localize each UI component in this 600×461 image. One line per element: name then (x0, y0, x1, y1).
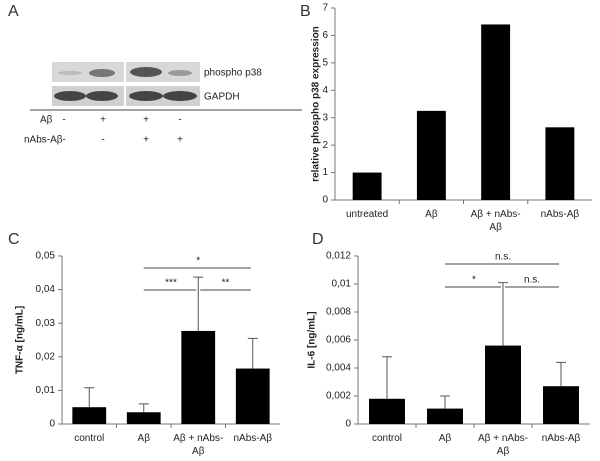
x-tick-label: untreated (345, 209, 389, 220)
y-tick-label: 0,002 (326, 391, 351, 402)
y-tick-label: 0,03 (36, 318, 56, 329)
sign: + (177, 135, 183, 146)
y-tick-label: 1 (322, 167, 328, 178)
error-bar (556, 361, 566, 387)
sign: + (143, 115, 149, 126)
y-axis-title: IL-6 [ng/mL] (307, 311, 318, 368)
row-label: nAbs-Aβ (24, 135, 63, 146)
bar (126, 412, 161, 424)
x-tick-label: Aβ (438, 433, 452, 444)
panel-label: C (8, 231, 20, 248)
y-tick-label: 0 (49, 419, 55, 430)
bar (485, 345, 521, 424)
y-tick-label: 0,01 (36, 385, 56, 396)
y-tick-label: 0,02 (36, 351, 56, 362)
sign: + (143, 135, 149, 146)
significance-label: n.s. (524, 275, 540, 286)
sign: - (62, 115, 65, 126)
blot-image (30, 62, 302, 111)
error-bar (84, 387, 95, 408)
x-tick-label: Aβ + nAbs-Aβ (478, 433, 528, 457)
error-bar (193, 276, 204, 331)
significance-label: * (472, 275, 476, 286)
y-axis-title: relative phospho p38 expression (311, 26, 322, 182)
y-tick-label: 5 (322, 57, 328, 68)
x-tick-label: nAbs-Aβ (233, 433, 273, 444)
bar (427, 408, 463, 424)
y-tick-label: 0,004 (326, 363, 351, 374)
y-tick-label: 0,008 (326, 307, 351, 318)
band-label: phospho p38 (204, 68, 262, 79)
x-tick-label: Aβ + nAbs-Aβ (470, 209, 521, 233)
error-bar (138, 403, 149, 413)
y-tick-label: 0,04 (36, 284, 56, 295)
x-tick-label: Aβ (137, 433, 150, 444)
y-tick-label: 4 (322, 85, 328, 96)
bar (545, 127, 575, 200)
x-tick-label: nAbs-Aβ (541, 433, 581, 444)
x-tick-label: control (74, 433, 105, 444)
y-tick-label: 0,05 (36, 251, 56, 262)
y-tick-label: 2 (322, 140, 328, 151)
bar (543, 386, 579, 424)
bar (416, 110, 446, 200)
y-tick-label: 7 (322, 3, 328, 14)
y-tick-label: 0,01 (332, 279, 352, 290)
y-tick-label: 0 (322, 195, 328, 206)
y-tick-label: 6 (322, 30, 328, 41)
bar (72, 407, 107, 424)
y-tick-label: 0,012 (326, 251, 351, 262)
bar (181, 330, 216, 424)
x-tick-label: control (371, 433, 402, 444)
y-tick-label: 0,006 (326, 335, 351, 346)
x-tick-label: Aβ (425, 209, 438, 220)
sign: + (100, 115, 106, 126)
panel-label: D (312, 231, 324, 248)
x-tick-label: nAbs-Aβ (540, 209, 580, 220)
bar (352, 172, 382, 200)
y-tick-label: 3 (322, 112, 328, 123)
significance-label: * (196, 256, 200, 267)
sign: - (101, 135, 104, 146)
error-bar (498, 282, 508, 346)
panel-label: B (300, 3, 311, 20)
x-tick-label: Aβ + nAbs-Aβ (173, 433, 224, 457)
error-bar (382, 356, 392, 399)
significance-label: ** (222, 278, 230, 289)
error-bar (440, 395, 450, 409)
bar (369, 398, 405, 424)
bar (481, 24, 511, 201)
significance-label: *** (165, 278, 177, 289)
panel-label: A (8, 3, 19, 20)
band-label: GAPDH (204, 92, 240, 103)
y-axis-title: TNF-α [ng/mL] (15, 306, 26, 374)
significance-label: n.s. (495, 252, 511, 263)
sign: - (178, 115, 181, 126)
sign: - (62, 135, 65, 146)
bar (235, 368, 270, 424)
y-tick-label: 0 (345, 419, 351, 430)
error-bar (247, 337, 258, 369)
row-label: Aβ (40, 115, 53, 126)
